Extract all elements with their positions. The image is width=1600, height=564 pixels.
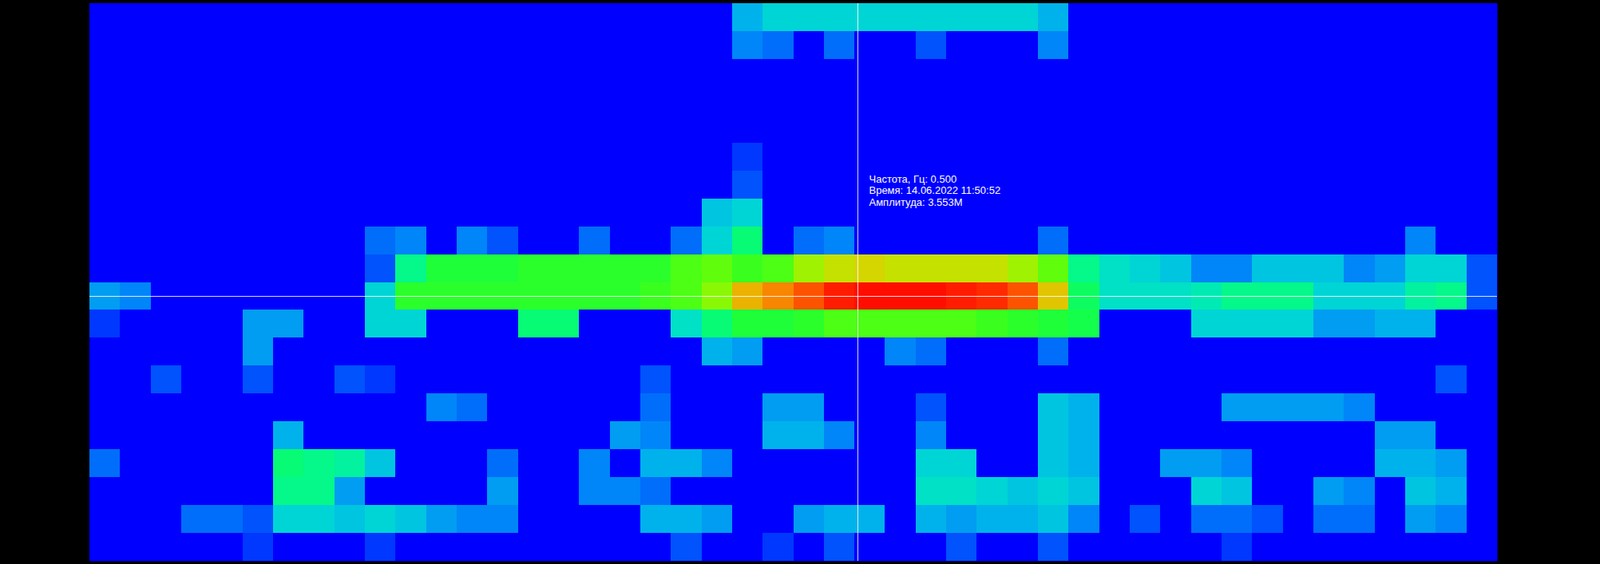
svg-text:Частота, Гц: 0.500Время: 14.06: Частота, Гц: 0.500Время: 14.06.2022 11:5… <box>868 173 1001 208</box>
